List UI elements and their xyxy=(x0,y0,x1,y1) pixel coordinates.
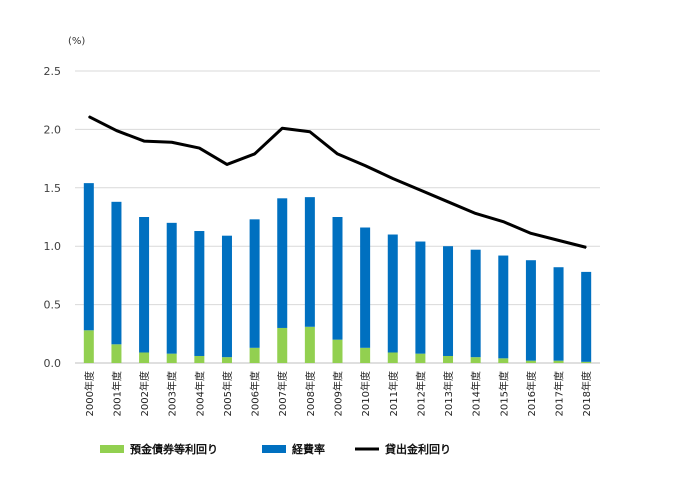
x-tick-label: 2008年度 xyxy=(304,371,317,416)
line-point xyxy=(475,212,477,214)
y-tick-label: 0.5 xyxy=(44,299,62,312)
x-tick-label: 2000年度 xyxy=(83,371,96,416)
line-point xyxy=(337,153,338,155)
x-tick-label: 2005年度 xyxy=(221,371,234,416)
legend-swatch xyxy=(100,445,124,453)
x-tick-label: 2014年度 xyxy=(470,371,483,416)
x-tick-label: 2012年度 xyxy=(414,371,427,416)
bar-expense-ratio xyxy=(525,260,536,361)
x-tick-label: 2003年度 xyxy=(166,371,179,416)
line-layer xyxy=(88,115,587,249)
bar-expense-ratio xyxy=(387,234,398,353)
line-point xyxy=(115,130,117,132)
x-tick-label: 2006年度 xyxy=(249,371,262,416)
x-tick-label: 2018年度 xyxy=(580,371,593,416)
line-point xyxy=(447,201,449,203)
bar-deposit-yield xyxy=(443,355,454,363)
bar-expense-ratio xyxy=(221,235,232,358)
bar-expense-ratio xyxy=(111,201,122,345)
bar-deposit-yield xyxy=(194,355,205,363)
line-point xyxy=(171,141,173,143)
x-tick-label: 2009年度 xyxy=(332,371,345,416)
bar-deposit-yield xyxy=(249,347,260,363)
x-tick-label: 2007年度 xyxy=(276,371,289,416)
line-point xyxy=(502,221,504,223)
bar-deposit-yield xyxy=(332,339,343,363)
x-tick-label: 2011年度 xyxy=(387,371,400,416)
line-point xyxy=(143,140,145,142)
x-tick-label: 2015年度 xyxy=(497,371,510,416)
bar-deposit-yield xyxy=(360,347,371,363)
bar-deposit-yield xyxy=(277,327,288,363)
bar-expense-ratio xyxy=(83,183,94,331)
bar-deposit-yield xyxy=(221,357,232,363)
bar-layer xyxy=(83,183,592,363)
y-axis-ticks: 0.0 0.5 1.0 1.5 2.0 2.5 xyxy=(44,65,62,370)
line-point xyxy=(585,246,587,248)
x-tick-label: 2017年度 xyxy=(553,371,566,416)
legend-label: 貸出金利回り xyxy=(384,442,451,456)
line-point xyxy=(419,189,421,191)
legend: 預金債券等利回り 経費率 貸出金利回り xyxy=(100,442,451,456)
line-point xyxy=(226,163,228,165)
line-point xyxy=(392,177,394,179)
line-point xyxy=(558,239,560,241)
x-axis-ticks: 2000年度 2001年度 2002年度 2003年度 2004年度 2005年度 2006… xyxy=(83,371,593,416)
y-unit-label: (%) xyxy=(68,36,85,47)
bar-expense-ratio xyxy=(553,267,564,361)
x-tick-label: 2010年度 xyxy=(359,371,372,416)
line-point xyxy=(198,147,200,149)
bar-deposit-yield xyxy=(498,358,509,363)
bar-expense-ratio xyxy=(166,222,177,354)
bar-deposit-yield xyxy=(525,360,536,363)
bar-expense-ratio xyxy=(415,241,426,354)
bar-deposit-yield xyxy=(470,357,481,363)
legend-label: 預金債券等利回り xyxy=(130,442,218,456)
line-point xyxy=(364,165,366,167)
line-point xyxy=(88,116,90,118)
bar-expense-ratio xyxy=(277,198,288,328)
bar-expense-ratio xyxy=(194,231,205,356)
x-tick-label: 2001年度 xyxy=(110,371,123,416)
bar-deposit-yield xyxy=(139,352,150,363)
y-tick-label: 2.0 xyxy=(44,123,62,136)
legend-swatch xyxy=(262,445,286,453)
x-tick-label: 2016年度 xyxy=(525,371,538,416)
line-point xyxy=(254,153,256,155)
bar-deposit-yield xyxy=(581,361,592,363)
y-tick-label: 2.5 xyxy=(44,65,62,78)
bar-expense-ratio xyxy=(139,217,150,353)
x-tick-label: 2004年度 xyxy=(193,371,206,416)
bar-expense-ratio xyxy=(470,249,481,358)
bar-expense-ratio xyxy=(249,219,260,348)
x-tick-label: 2013年度 xyxy=(442,371,455,416)
bar-deposit-yield xyxy=(387,352,398,363)
bar-deposit-yield xyxy=(415,353,426,363)
bar-deposit-yield xyxy=(166,353,177,363)
bar-expense-ratio xyxy=(304,197,315,327)
y-tick-label: 0.0 xyxy=(44,357,62,370)
bar-expense-ratio xyxy=(360,227,371,348)
line-point xyxy=(530,232,532,234)
bar-expense-ratio xyxy=(443,246,454,356)
bar-expense-ratio xyxy=(581,271,592,362)
legend-label: 経費率 xyxy=(292,442,325,456)
line-point xyxy=(281,127,283,129)
bar-deposit-yield xyxy=(111,344,122,363)
bar-deposit-yield xyxy=(553,360,564,363)
bar-deposit-yield xyxy=(304,326,315,363)
line-point xyxy=(309,131,311,133)
y-tick-label: 1.0 xyxy=(44,240,62,253)
bar-expense-ratio xyxy=(498,255,509,359)
y-tick-label: 1.5 xyxy=(44,182,62,195)
bar-deposit-yield xyxy=(83,330,94,363)
x-tick-label: 2002年度 xyxy=(138,371,151,416)
bar-expense-ratio xyxy=(332,217,343,340)
